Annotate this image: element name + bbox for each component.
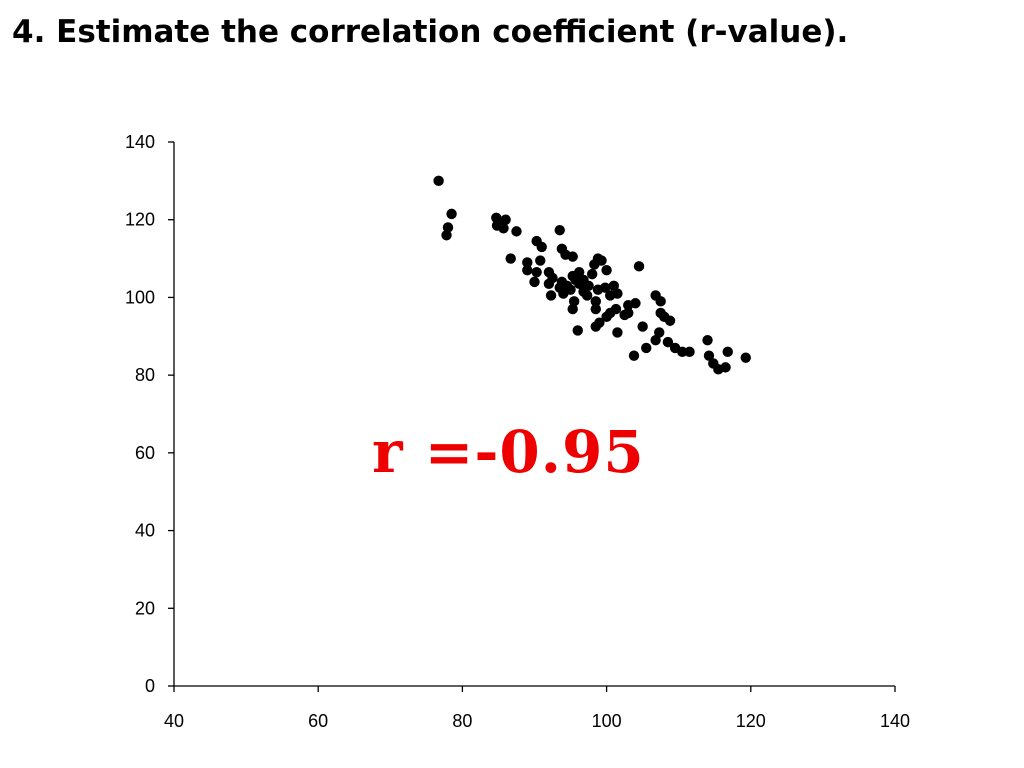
data-point xyxy=(442,222,454,233)
data-point xyxy=(612,327,623,338)
data-point xyxy=(654,327,665,338)
data-point xyxy=(531,266,542,278)
data-point xyxy=(586,268,598,280)
data-point xyxy=(662,336,674,348)
data-point xyxy=(612,288,623,299)
data-point xyxy=(505,253,516,264)
data-point xyxy=(441,230,452,241)
data-point xyxy=(433,175,444,187)
data-point xyxy=(568,296,580,307)
x-tick-label: 80 xyxy=(452,711,472,731)
x-tick-label: 40 xyxy=(164,711,184,731)
y-tick-label: 140 xyxy=(125,132,155,152)
data-point xyxy=(545,290,557,301)
data-point xyxy=(446,208,457,220)
data-point xyxy=(522,265,533,276)
data-point xyxy=(619,309,630,321)
data-point xyxy=(720,362,731,373)
data-point xyxy=(630,298,641,309)
data-point xyxy=(535,255,546,266)
data-point xyxy=(590,303,601,315)
data-point xyxy=(594,317,605,328)
y-tick-label: 80 xyxy=(135,365,155,385)
data-point xyxy=(583,280,594,291)
data-point xyxy=(633,261,645,272)
data-point xyxy=(522,257,533,268)
data-point xyxy=(565,284,576,295)
x-tick-label: 140 xyxy=(880,711,910,731)
data-point xyxy=(599,282,611,293)
data-point xyxy=(664,315,676,326)
data-point xyxy=(590,296,601,307)
y-tick-label: 20 xyxy=(135,598,155,618)
chart-axes: 0 20 40 60 80 100 120 140 40 60 80 100 120 140 xyxy=(125,132,910,731)
y-tick-label: 100 xyxy=(125,287,155,307)
data-point xyxy=(650,334,661,346)
data-point xyxy=(572,325,583,336)
data-point xyxy=(601,311,612,323)
y-tick-label: 40 xyxy=(135,521,155,541)
y-tick-label: 60 xyxy=(135,443,155,463)
data-point xyxy=(610,303,622,315)
data-point xyxy=(655,296,666,307)
x-tick-label: 60 xyxy=(308,711,328,731)
y-tick-label: 120 xyxy=(125,210,155,230)
data-point xyxy=(529,276,540,288)
data-point xyxy=(608,280,620,291)
data-points xyxy=(433,175,751,375)
data-point xyxy=(554,282,565,293)
data-point xyxy=(740,352,751,363)
data-point xyxy=(637,321,648,332)
data-point xyxy=(702,334,713,346)
data-point xyxy=(677,346,688,358)
data-point xyxy=(536,241,547,253)
data-point xyxy=(500,214,511,225)
question-title: 4. Estimate the correlation coefficient … xyxy=(12,14,849,50)
data-point xyxy=(581,290,593,301)
r-value-annotation: r =-0.95 xyxy=(372,418,645,486)
data-point xyxy=(567,303,578,315)
y-tick-label: 0 xyxy=(145,676,155,696)
data-point xyxy=(511,226,522,237)
data-point xyxy=(628,350,640,361)
data-point xyxy=(567,251,578,262)
data-point xyxy=(703,350,715,361)
data-point xyxy=(684,346,695,358)
data-point xyxy=(722,346,733,358)
data-point xyxy=(498,223,509,234)
data-point xyxy=(601,265,612,276)
data-point xyxy=(596,255,607,266)
data-point xyxy=(547,272,558,284)
x-tick-label: 120 xyxy=(736,711,766,731)
data-point xyxy=(554,225,565,236)
data-point xyxy=(641,342,652,354)
x-tick-label: 100 xyxy=(592,711,622,731)
data-point xyxy=(574,266,585,278)
